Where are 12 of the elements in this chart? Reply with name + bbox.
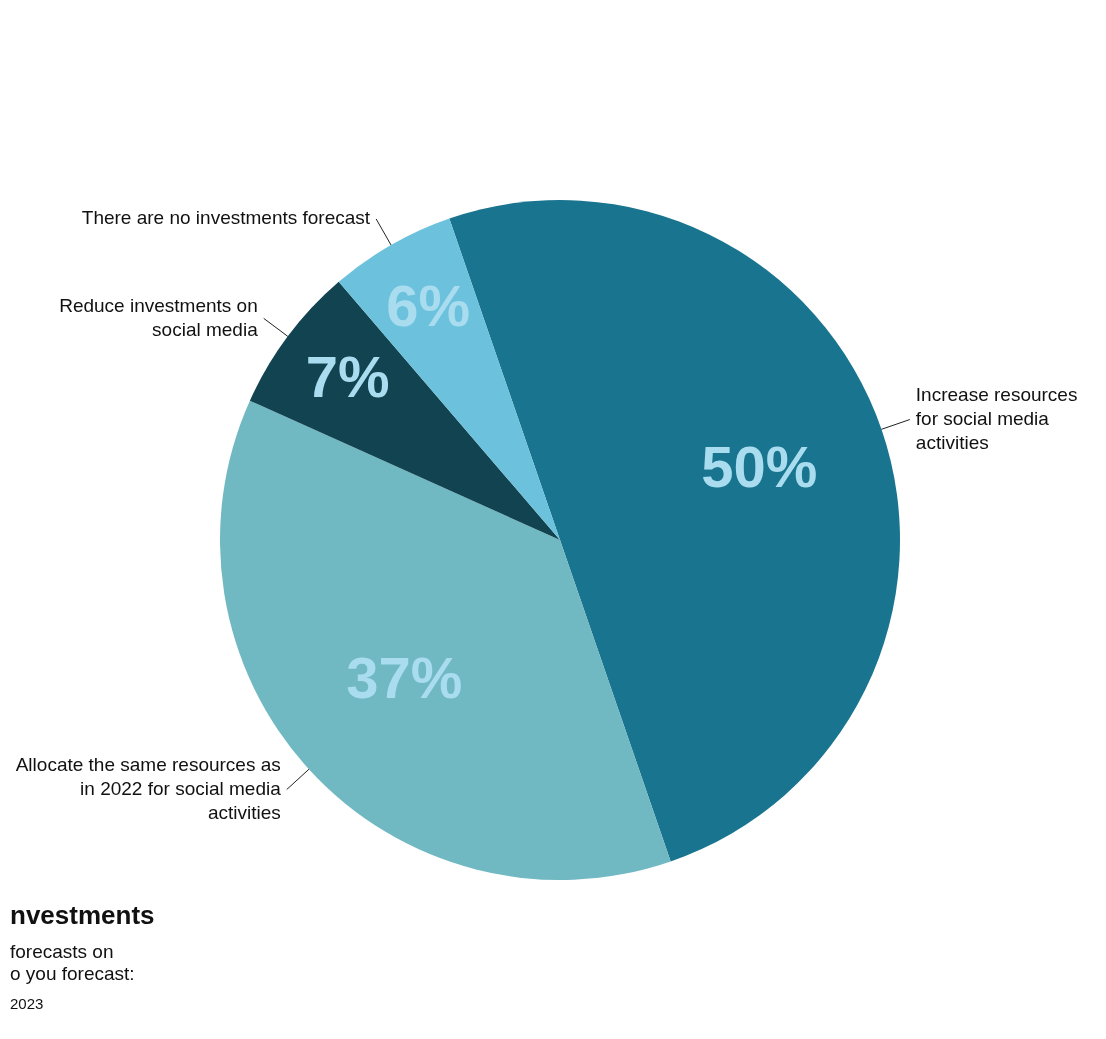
slice-label: Allocate the same resources as in 2022 for social media activities (15, 753, 282, 823)
data-label: 50% (701, 434, 818, 500)
slice-label: There are no investments forecast (81, 207, 371, 229)
data-label: 37% (346, 645, 463, 711)
data-label: 7% (305, 344, 390, 410)
data-label: 6% (386, 272, 471, 338)
slice-label: Increase resources for social media activities (915, 383, 1078, 453)
text: o you forecast: (10, 963, 136, 985)
slice-label: Reduce investments on social media (59, 294, 259, 340)
text: 2023 (10, 995, 45, 1012)
text: forecasts on (10, 941, 115, 963)
text: nvestments (10, 900, 155, 931)
